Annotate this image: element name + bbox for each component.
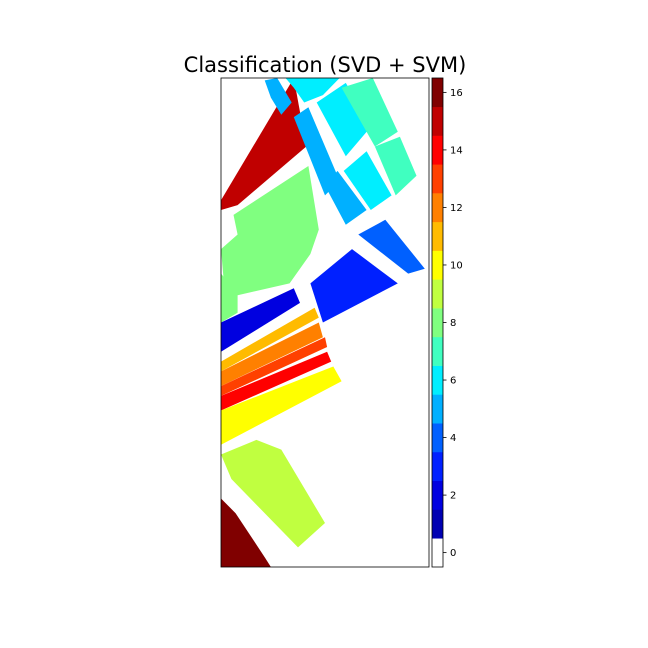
class-region-16-20 <box>221 498 271 567</box>
colorbar-segment-2 <box>432 480 443 510</box>
class-region-13-16 <box>221 337 328 396</box>
class-region-5-8 <box>325 170 367 225</box>
colorbar-tick-label-14: 14 <box>450 145 463 156</box>
colorbar-segment-0 <box>432 538 443 568</box>
colorbar-segment-1 <box>432 509 443 539</box>
class-region-4-11 <box>358 219 425 274</box>
colorbar-tick-label-10: 10 <box>450 260 463 271</box>
class-region-6-6 <box>316 82 371 157</box>
class-region-2-13 <box>221 288 300 352</box>
map-frame <box>220 77 430 568</box>
colorbar-segment-3 <box>432 451 443 481</box>
colorbar-segment-7 <box>432 336 443 366</box>
class-region-9-19 <box>221 439 325 548</box>
classification-map <box>220 77 430 568</box>
class-region-5-3 <box>264 78 292 115</box>
colorbar-tick-label-8: 8 <box>450 318 456 329</box>
class-region-7-7 <box>341 78 398 147</box>
class-region-6-4 <box>285 78 340 103</box>
class-region-8-1 <box>221 166 319 299</box>
class-region-15-0 <box>221 78 307 210</box>
colorbar-tick-label-16: 16 <box>450 88 463 99</box>
class-region-3-12 <box>310 249 398 323</box>
class-region-14-17 <box>221 351 332 411</box>
class-region-8-2 <box>221 273 238 323</box>
colorbar-segment-5 <box>432 394 443 424</box>
colorbar-segment-6 <box>432 365 443 395</box>
class-region-6-9 <box>343 151 392 210</box>
colorbar-segment-13 <box>432 164 443 194</box>
class-region-12-15 <box>221 322 323 387</box>
colorbar-tick-label-0: 0 <box>450 548 456 559</box>
colorbar-tick-label-12: 12 <box>450 203 463 214</box>
class-region-5-5 <box>293 107 340 196</box>
colorbar-segment-9 <box>432 279 443 309</box>
colorbar-segment-15 <box>432 106 443 136</box>
colorbar-segment-16 <box>432 78 443 108</box>
colorbar-segment-10 <box>432 250 443 280</box>
colorbar-segment-14 <box>432 135 443 165</box>
colorbar-segment-8 <box>432 308 443 338</box>
colorbar-tick-label-6: 6 <box>450 376 456 387</box>
colorbar: 0 2 4 6 8 10 12 14 16 <box>431 77 463 568</box>
colorbar-segment-12 <box>432 193 443 223</box>
colorbar-tick-label-2: 2 <box>450 491 456 502</box>
class-region-10-18 <box>221 366 342 445</box>
class-region-11-14 <box>221 307 319 372</box>
colorbar-tick-label-4: 4 <box>450 433 456 444</box>
chart-title: Classification (SVD + SVM) <box>184 53 467 77</box>
colorbar-segment-4 <box>432 423 443 453</box>
class-region-7-10 <box>374 136 417 196</box>
colorbar-segment-11 <box>432 221 443 251</box>
